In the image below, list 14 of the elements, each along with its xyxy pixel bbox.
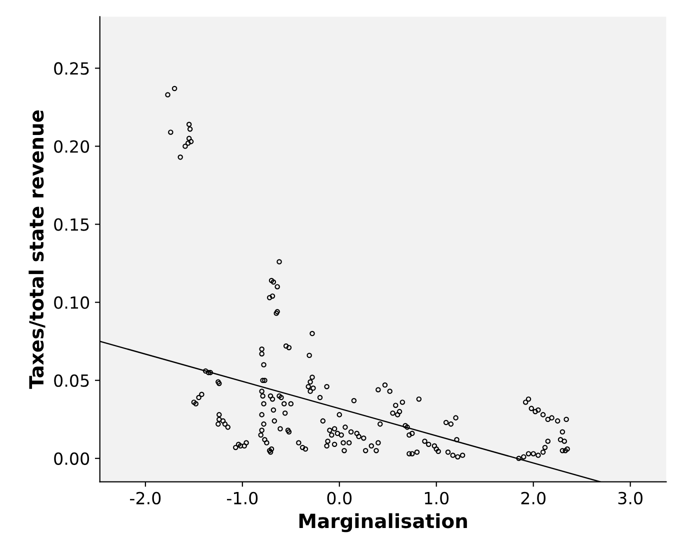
y-tick-label: 0.20 [54,140,90,153]
x-tick-label: -2.0 [130,492,161,504]
y-tick-label: 0.05 [54,374,89,387]
y-axis-title: Taxes/total state revenue [28,110,46,389]
y-tick-label: 0.25 [54,62,89,75]
x-tick-label: 1.0 [424,492,449,504]
x-tick-label: 2.0 [521,492,546,504]
y-tick-label: 0.15 [54,218,89,231]
x-tick-label: 3.0 [618,492,642,504]
y-tick-label: 0.10 [54,296,90,309]
x-tick-label: 0.0 [327,492,352,504]
y-tick-label: 0.00 [54,452,90,465]
x-axis-title: Marginalisation [299,513,467,532]
x-tick-label: -1.0 [226,492,258,504]
